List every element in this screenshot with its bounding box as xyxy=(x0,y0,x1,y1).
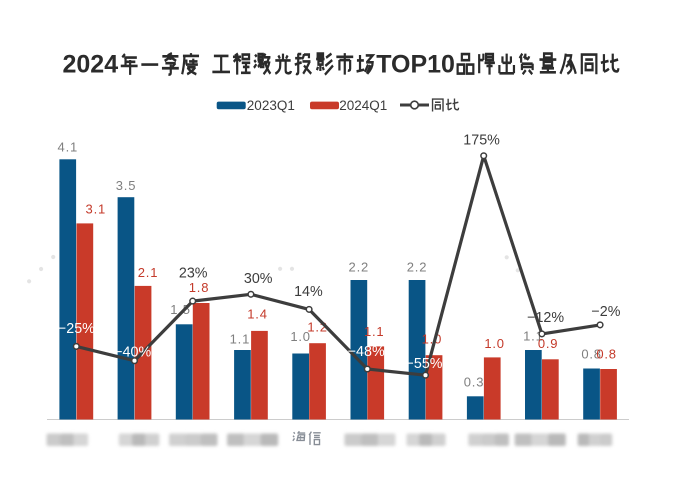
svg-text:2.1: 2.1 xyxy=(138,265,158,280)
svg-text:1.1: 1.1 xyxy=(230,331,250,346)
svg-text:1.5: 1.5 xyxy=(170,302,190,317)
svg-text:175%: 175% xyxy=(463,132,500,148)
svg-text:1.0: 1.0 xyxy=(290,329,310,344)
svg-text:−25%: −25% xyxy=(58,321,95,337)
svg-text:3.1: 3.1 xyxy=(86,202,106,217)
svg-text:0.8: 0.8 xyxy=(581,346,601,361)
svg-text:1.0: 1.0 xyxy=(484,336,504,351)
svg-text:−55%: −55% xyxy=(406,356,443,372)
svg-text:14%: 14% xyxy=(294,284,323,300)
svg-text:2024: 2024 xyxy=(63,51,119,79)
svg-text:0.8: 0.8 xyxy=(596,346,616,361)
svg-text:4.1: 4.1 xyxy=(58,139,78,154)
svg-text:TOP10: TOP10 xyxy=(376,51,455,79)
svg-text:−48%: −48% xyxy=(348,344,385,360)
svg-text:1.1: 1.1 xyxy=(364,324,384,339)
svg-text:2023Q1: 2023Q1 xyxy=(247,98,295,113)
svg-text:2024Q1: 2024Q1 xyxy=(339,98,387,113)
svg-text:0.9: 0.9 xyxy=(538,336,558,351)
svg-text:−40%: −40% xyxy=(114,344,151,360)
svg-text:−12%: −12% xyxy=(527,310,564,326)
svg-text:0.3: 0.3 xyxy=(464,374,484,389)
svg-text:3.5: 3.5 xyxy=(116,178,136,193)
svg-text:2.2: 2.2 xyxy=(407,259,427,274)
svg-text:−2%: −2% xyxy=(591,304,620,320)
svg-text:23%: 23% xyxy=(179,265,208,281)
svg-text:1.0: 1.0 xyxy=(422,332,442,347)
svg-text:1.4: 1.4 xyxy=(247,307,267,322)
svg-text:1.8: 1.8 xyxy=(189,280,209,295)
svg-text:1.1: 1.1 xyxy=(523,329,543,344)
svg-text:30%: 30% xyxy=(244,271,273,287)
svg-text:2.2: 2.2 xyxy=(349,259,369,274)
